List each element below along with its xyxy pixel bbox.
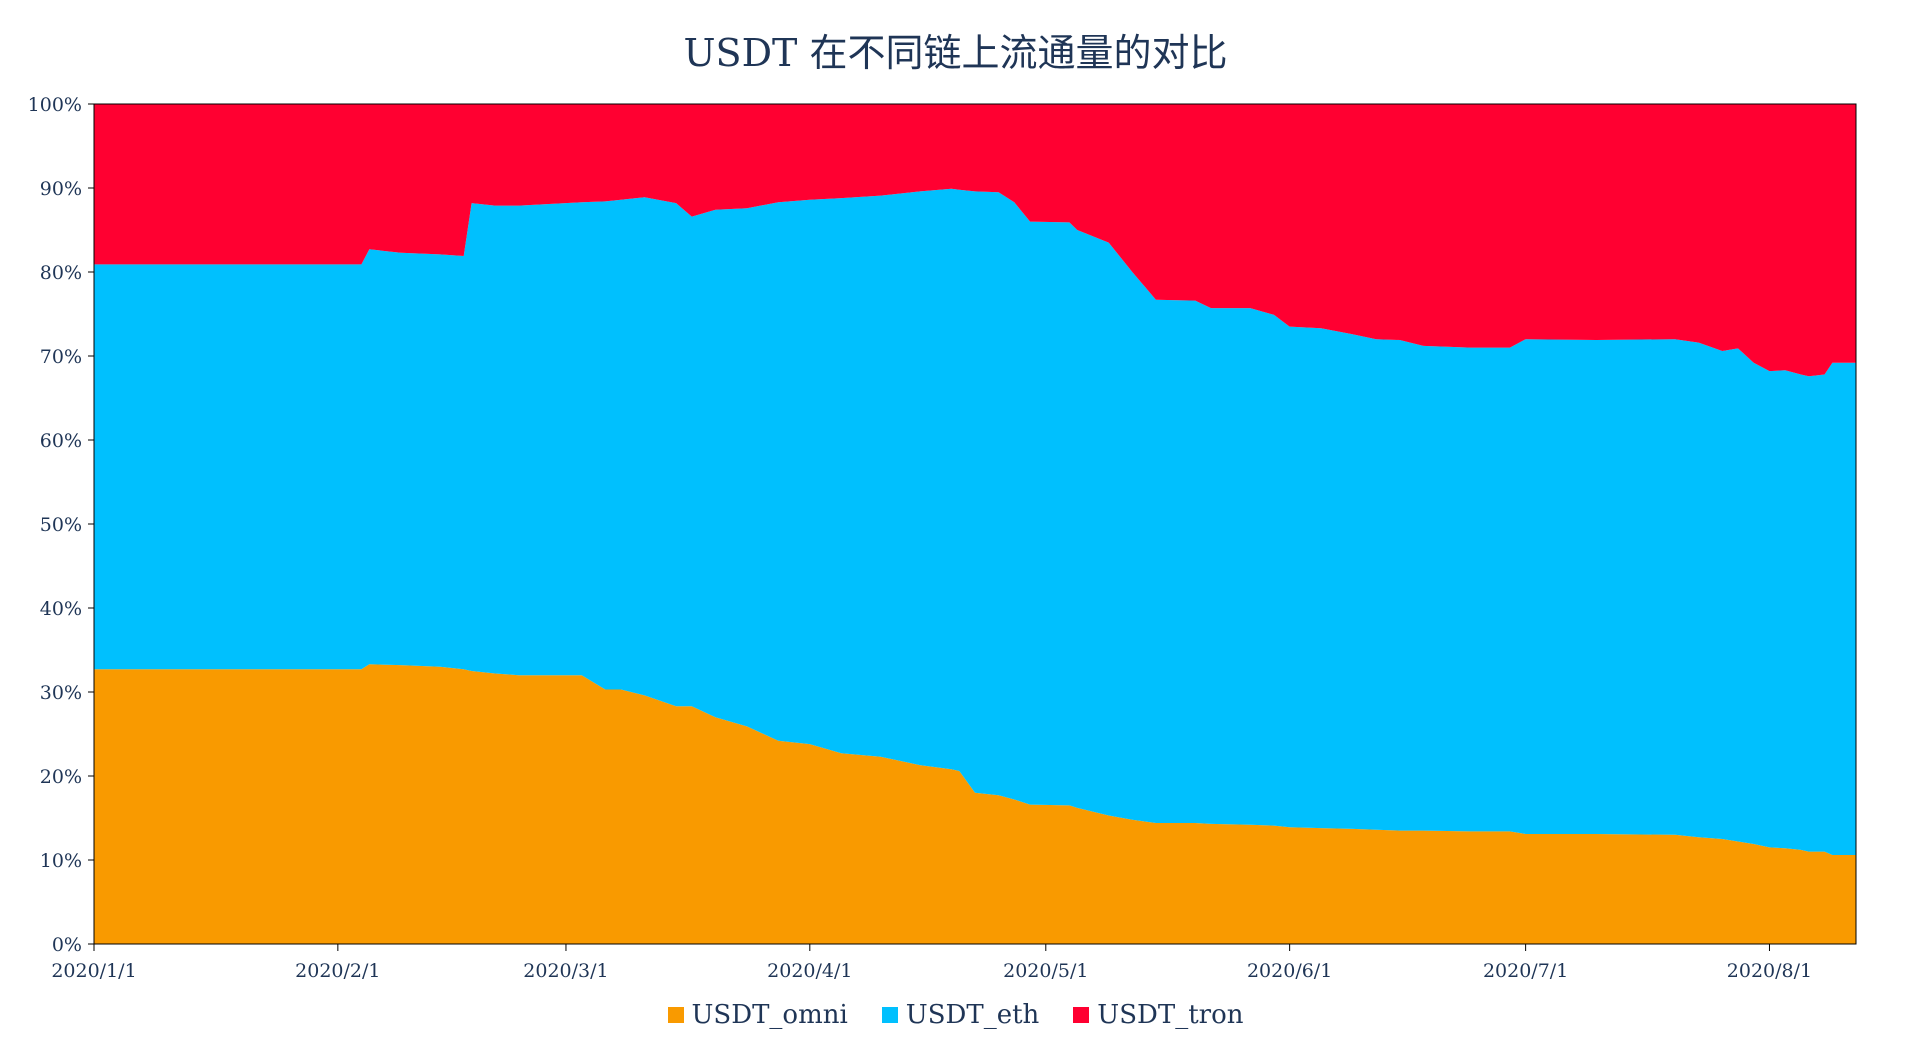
plot-areas — [94, 104, 1856, 944]
y-tick-label: 10% — [40, 850, 82, 872]
legend: USDT_omni USDT_eth USDT_tron — [0, 1000, 1911, 1030]
legend-label: USDT_tron — [1097, 1000, 1244, 1030]
legend-swatch — [1073, 1007, 1090, 1023]
legend-item-usdt-omni: USDT_omni — [667, 1000, 848, 1030]
y-tick-label: 30% — [40, 682, 82, 704]
legend-label: USDT_eth — [905, 1000, 1040, 1030]
y-tick-label: 90% — [40, 178, 82, 200]
y-tick-label: 0% — [52, 934, 82, 956]
x-axis: 2020/1/1 2020/2/1 2020/3/1 2020/4/1 2020/5/1… — [51, 944, 1812, 982]
x-tick-label: 2020/8/1 — [1727, 960, 1812, 982]
x-tick-label: 2020/6/1 — [1247, 960, 1332, 982]
y-tick-label: 100% — [28, 94, 82, 116]
legend-swatch — [667, 1007, 684, 1023]
x-tick-label: 2020/1/1 — [51, 960, 136, 982]
y-tick-label: 60% — [40, 430, 82, 452]
y-tick-label: 20% — [40, 766, 82, 788]
y-tick-label: 80% — [40, 262, 82, 284]
x-tick-label: 2020/5/1 — [1003, 960, 1088, 982]
x-tick-label: 2020/3/1 — [523, 960, 608, 982]
legend-swatch — [881, 1007, 898, 1023]
y-axis: 0% 10% 20% 30% 40% 50% 60% 70% 80% 90% 100% — [28, 94, 94, 956]
series-area-usdt-omni — [94, 664, 1856, 944]
series-area-usdt-tron — [94, 104, 1856, 377]
chart-title: USDT 在不同链上流通量的对比 — [683, 31, 1228, 75]
y-tick-label: 50% — [40, 514, 82, 536]
y-tick-label: 40% — [40, 598, 82, 620]
legend-label: USDT_omni — [691, 1000, 848, 1030]
y-tick-label: 70% — [40, 346, 82, 368]
x-tick-label: 2020/2/1 — [295, 960, 380, 982]
x-tick-label: 2020/7/1 — [1483, 960, 1568, 982]
legend-item-usdt-eth: USDT_eth — [881, 1000, 1040, 1030]
legend-item-usdt-tron: USDT_tron — [1073, 1000, 1243, 1030]
series-area-usdt-eth — [94, 188, 1856, 856]
x-tick-label: 2020/4/1 — [767, 960, 852, 982]
